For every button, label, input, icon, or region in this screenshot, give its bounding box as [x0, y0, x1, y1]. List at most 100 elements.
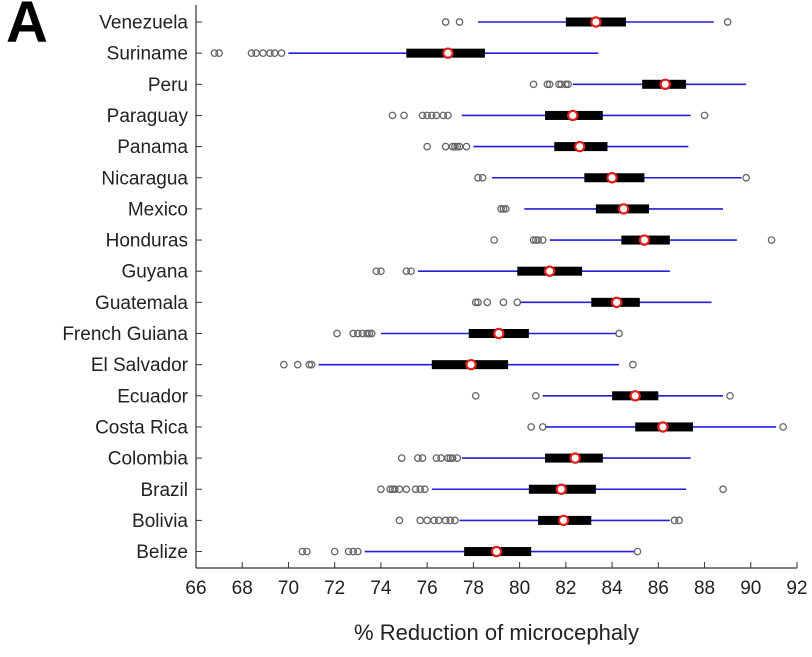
outlier-point — [279, 360, 288, 369]
outlier-point — [416, 516, 425, 525]
median-marker — [567, 109, 579, 122]
category-label: Nicaragua — [101, 168, 188, 189]
outlier-point — [420, 485, 429, 494]
outlier-point — [423, 111, 432, 120]
outlier-point — [471, 391, 480, 400]
outlier-point — [670, 516, 679, 525]
outlier-point — [432, 111, 441, 120]
outlier-point — [418, 454, 427, 462]
category-label: Brazil — [140, 480, 188, 501]
category-label: El Salvador — [91, 355, 189, 376]
outlier-point — [439, 111, 448, 120]
box-guatemala — [471, 296, 712, 309]
median-marker — [657, 421, 669, 433]
outlier-point — [441, 18, 450, 26]
outlier-point — [441, 516, 450, 525]
x-tick-label: 66 — [185, 578, 206, 599]
outlier-point — [407, 267, 415, 276]
outlier-point — [527, 423, 536, 431]
outlier-point — [330, 547, 339, 556]
outlier-point — [726, 391, 734, 400]
outlier-point — [365, 329, 374, 338]
median-marker — [557, 514, 570, 527]
box-guyana — [372, 265, 670, 277]
outlier-point — [499, 205, 508, 213]
outlier-point — [363, 329, 371, 338]
panel-label: A — [6, 0, 48, 55]
outlier-point — [395, 516, 404, 525]
category-label: Belize — [136, 542, 188, 563]
box-nicaragua — [474, 172, 750, 184]
outlier-point — [437, 454, 445, 462]
category-label: Paraguay — [107, 106, 189, 127]
box-paraguay — [388, 109, 709, 122]
outlier-point — [377, 485, 385, 494]
box-french-guiana — [333, 327, 623, 340]
outlier-point — [451, 142, 459, 151]
outlier-point — [252, 49, 260, 58]
x-tick-label: 78 — [463, 578, 484, 599]
x-tick-label: 90 — [740, 578, 761, 599]
outlier-point — [499, 298, 508, 307]
outlier-point — [377, 267, 385, 276]
outlier-point — [474, 298, 482, 307]
category-label: Panama — [117, 137, 188, 158]
category-label: Guatemala — [95, 293, 188, 314]
outlier-point — [388, 111, 397, 120]
category-label: Colombia — [108, 449, 189, 470]
outlier-point — [277, 49, 286, 58]
category-label: French Guiana — [62, 324, 188, 345]
median-marker — [638, 234, 651, 246]
outlier-point — [266, 49, 274, 58]
outlier-point — [448, 454, 457, 462]
outlier-point — [453, 454, 462, 462]
outlier-point — [513, 298, 522, 307]
outlier-point — [215, 49, 223, 58]
outlier-point — [349, 547, 358, 556]
x-tick-label: 68 — [232, 578, 253, 599]
box-colombia — [397, 452, 691, 464]
category-label: Suriname — [107, 44, 188, 65]
outlier-point — [471, 298, 480, 307]
median-marker — [543, 265, 556, 277]
x-tick-label: 72 — [324, 578, 345, 599]
outlier-point — [432, 454, 441, 462]
outlier-point — [444, 111, 452, 120]
category-label: Costa Rica — [95, 417, 188, 438]
outlier-point — [270, 49, 279, 58]
outlier-point — [483, 298, 492, 307]
box-panama — [423, 140, 689, 153]
outlier-point — [247, 49, 256, 58]
median-marker — [493, 327, 505, 340]
category-label: Venezuela — [99, 13, 188, 34]
box-mexico — [497, 203, 724, 215]
median-marker — [659, 78, 671, 91]
outlier-point — [423, 142, 432, 151]
outlier-point — [434, 516, 443, 525]
outlier-point — [453, 142, 462, 151]
x-tick-label: 76 — [417, 578, 438, 599]
x-tick-label: 92 — [786, 578, 807, 599]
outlier-point — [446, 516, 455, 525]
x-tick-label: 84 — [602, 578, 624, 599]
x-tick-label: 70 — [278, 578, 299, 599]
median-marker — [617, 203, 630, 215]
median-marker — [490, 545, 503, 558]
box-honduras — [490, 234, 776, 246]
outlier-point — [501, 205, 510, 213]
median-marker — [555, 483, 567, 495]
outlier-point — [397, 454, 406, 462]
outlier-point — [333, 329, 341, 338]
x-tick-label: 82 — [555, 578, 576, 599]
outlier-point — [538, 236, 547, 244]
outlier-point — [633, 547, 642, 556]
outlier-point — [629, 360, 637, 369]
outlier-point — [423, 516, 432, 525]
box-ecuador — [471, 390, 734, 402]
outlier-point — [427, 111, 436, 120]
outlier-point — [305, 360, 314, 369]
category-label: Mexico — [128, 199, 188, 220]
outlier-point — [478, 173, 487, 182]
x-axis-title: % Reduction of microcephaly — [354, 620, 639, 645]
